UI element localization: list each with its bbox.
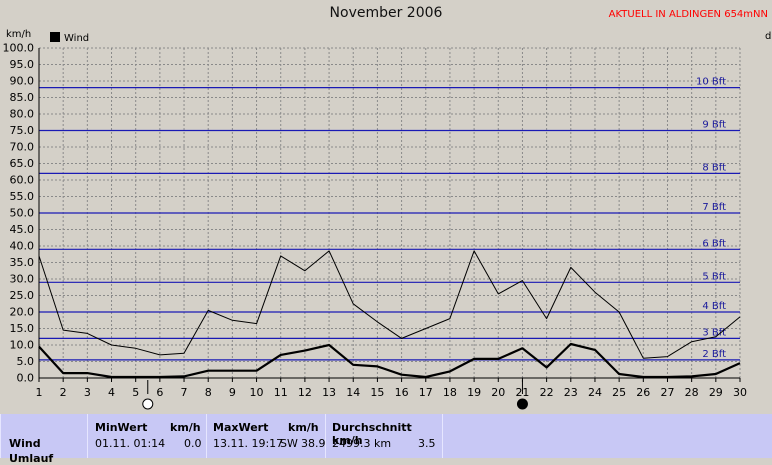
y-tick-label: 75.0 bbox=[10, 124, 35, 137]
x-tick-label: 17 bbox=[419, 386, 433, 399]
max-header: MaxWert bbox=[213, 421, 269, 434]
y-tick-label: 65.0 bbox=[10, 157, 35, 170]
min-header: MinWert bbox=[95, 421, 148, 434]
avg-cell: Durchschnitt km/h 2499.3 km 3.5 bbox=[325, 414, 442, 458]
max-cell: MaxWert km/h 13.11. 19:17 SW 38.9 bbox=[206, 414, 326, 458]
x-tick-label: 6 bbox=[156, 386, 163, 399]
min-unit: km/h bbox=[170, 421, 201, 434]
beaufort-label: 4 Bft bbox=[702, 301, 726, 312]
beaufort-label: 2 Bft bbox=[702, 349, 726, 360]
x-tick-label: 10 bbox=[250, 386, 264, 399]
beaufort-label: 6 Bft bbox=[702, 238, 726, 249]
stats-empty-cell bbox=[442, 414, 772, 458]
full-moon-icon bbox=[142, 398, 154, 410]
right-edge-label: d bbox=[765, 31, 772, 42]
y-tick-label: 70.0 bbox=[10, 141, 35, 154]
y-axis-unit: km/h bbox=[6, 29, 32, 40]
max-unit: km/h bbox=[288, 421, 319, 434]
station-label: AKTUELL IN ALDINGEN 654mNN bbox=[608, 9, 768, 20]
x-tick-label: 9 bbox=[229, 386, 236, 399]
y-tick-label: 20.0 bbox=[10, 306, 35, 319]
y-tick-label: 50.0 bbox=[10, 207, 35, 220]
y-tick-label: 95.0 bbox=[10, 58, 35, 71]
y-tick-label: 15.0 bbox=[10, 322, 35, 335]
y-tick-label: 30.0 bbox=[10, 273, 35, 286]
x-tick-label: 5 bbox=[132, 386, 139, 399]
legend: Wind bbox=[50, 32, 89, 44]
avg-value: 3.5 bbox=[418, 437, 436, 450]
legend-label: Wind bbox=[64, 33, 90, 44]
y-tick-label: 10.0 bbox=[10, 339, 35, 352]
x-tick-label: 28 bbox=[685, 386, 699, 399]
x-tick-label: 13 bbox=[322, 386, 336, 399]
y-tick-label: 40.0 bbox=[10, 240, 35, 253]
stats-label-cell: Wind Umlauf bbox=[0, 414, 87, 465]
y-tick-label: 100.0 bbox=[3, 42, 35, 55]
max-direction: SW bbox=[280, 437, 298, 450]
x-tick-label: 23 bbox=[564, 386, 578, 399]
x-tick-label: 8 bbox=[205, 386, 212, 399]
chart-title: November 2006 bbox=[329, 5, 443, 21]
beaufort-label: 5 Bft bbox=[702, 271, 726, 282]
x-tick-label: 25 bbox=[612, 386, 626, 399]
x-tick-label: 26 bbox=[636, 386, 650, 399]
x-tick-label: 3 bbox=[84, 386, 91, 399]
min-value: 0.0 bbox=[184, 437, 202, 450]
min-cell: MinWert km/h 01.11. 01:14 0.0 bbox=[87, 414, 206, 458]
y-tick-label: 35.0 bbox=[10, 256, 35, 269]
x-tick-label: 11 bbox=[274, 386, 288, 399]
x-tick-label: 7 bbox=[181, 386, 188, 399]
x-tick-label: 20 bbox=[491, 386, 505, 399]
x-tick-label: 14 bbox=[346, 386, 360, 399]
avg-distance: 2499.3 km bbox=[332, 437, 392, 450]
y-tick-label: 5.0 bbox=[17, 355, 35, 368]
legend-swatch bbox=[50, 32, 60, 42]
beaufort-label: 8 Bft bbox=[702, 162, 726, 173]
beaufort-label: 9 Bft bbox=[702, 120, 726, 131]
beaufort-label: 3 Bft bbox=[702, 327, 726, 338]
x-tick-label: 30 bbox=[733, 386, 747, 399]
wind-chart: 0.0 5.0 10.0 15.0 20.0 25.0 30.0 35.0 40.0 45.0 50… bbox=[3, 42, 747, 410]
y-tick-label: 55.0 bbox=[10, 190, 35, 203]
y-tick-label: 90.0 bbox=[10, 75, 35, 88]
x-tick-label: 18 bbox=[443, 386, 457, 399]
x-tick-label: 15 bbox=[370, 386, 384, 399]
x-tick-label: 24 bbox=[588, 386, 602, 399]
x-tick-label: 19 bbox=[467, 386, 481, 399]
wind-line bbox=[38, 342, 741, 379]
x-tick-label: 2 bbox=[60, 386, 67, 399]
min-datetime: 01.11. 01:14 bbox=[95, 437, 166, 450]
x-tick-label: 1 bbox=[36, 386, 43, 399]
max-value: 38.9 bbox=[301, 437, 326, 450]
y-tick-label: 45.0 bbox=[10, 223, 35, 236]
new-moon-icon bbox=[516, 398, 528, 410]
x-tick-label: 29 bbox=[709, 386, 723, 399]
y-tick-label: 80.0 bbox=[10, 108, 35, 121]
x-tick-label: 4 bbox=[108, 386, 115, 399]
stats-row-label-2: Umlauf bbox=[9, 452, 54, 465]
y-tick-label: 0.0 bbox=[17, 372, 35, 385]
x-tick-label: 12 bbox=[298, 386, 312, 399]
y-tick-label: 60.0 bbox=[10, 174, 35, 187]
x-tick-label: 27 bbox=[660, 386, 674, 399]
y-tick-label: 85.0 bbox=[10, 91, 35, 104]
avg-header: Durchschnitt km/h bbox=[332, 421, 412, 447]
x-tick-label: 16 bbox=[395, 386, 409, 399]
x-tick-label: 22 bbox=[540, 386, 554, 399]
stats-panel: Wind Umlauf MinWert km/h 01.11. 01:14 0.… bbox=[0, 414, 772, 465]
beaufort-label: 10 Bft bbox=[696, 77, 726, 88]
y-tick-label: 25.0 bbox=[10, 289, 35, 302]
gust-line bbox=[38, 250, 741, 359]
max-datetime: 13.11. 19:17 bbox=[213, 437, 284, 450]
beaufort-label: 7 Bft bbox=[702, 202, 726, 213]
stats-row-label: Wind bbox=[9, 437, 41, 450]
